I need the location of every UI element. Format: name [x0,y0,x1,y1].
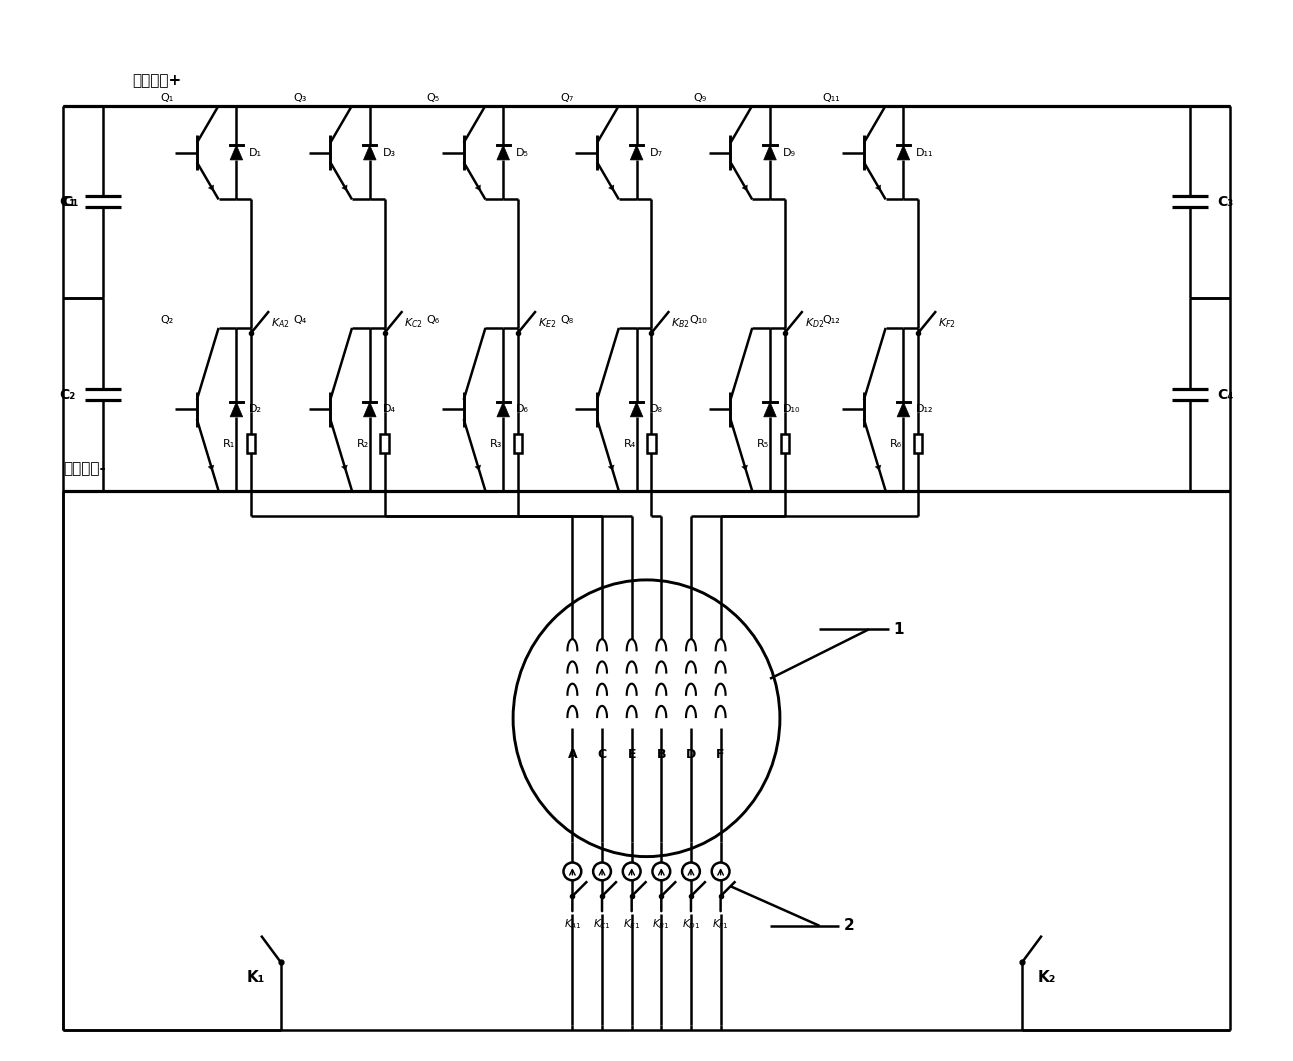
Polygon shape [341,185,347,191]
Text: D₃: D₃ [383,147,396,157]
Text: Q₁₁: Q₁₁ [822,92,840,103]
Text: $K_{A2}$: $K_{A2}$ [272,316,290,330]
Polygon shape [897,402,910,417]
Polygon shape [609,185,614,191]
Bar [247,434,256,453]
Text: C₂: C₂ [59,387,75,402]
Text: K₁: K₁ [247,970,265,986]
Text: D₂: D₂ [250,404,262,415]
Polygon shape [742,185,747,191]
Text: Q₁₀: Q₁₀ [689,315,707,325]
Text: R₄: R₄ [623,438,636,449]
Polygon shape [497,145,509,160]
Polygon shape [341,465,348,470]
Polygon shape [208,465,215,470]
Text: R₆: R₆ [891,438,903,449]
Text: $K_{B2}$: $K_{B2}$ [671,316,690,330]
Text: Q₈: Q₈ [560,315,573,325]
Text: K₂: K₂ [1037,970,1056,986]
Polygon shape [475,185,481,191]
Text: $K_{C1}$: $K_{C1}$ [593,917,612,930]
Text: Q₄: Q₄ [294,315,306,325]
Text: $K_{B1}$: $K_{B1}$ [653,917,670,930]
Text: D: D [685,748,696,761]
Text: C₁: C₁ [59,195,75,209]
Text: $K_{D1}$: $K_{D1}$ [681,917,700,930]
Polygon shape [897,145,910,160]
Text: F: F [716,748,725,761]
Bar [648,434,656,453]
Text: $K_{F1}$: $K_{F1}$ [712,917,729,930]
Text: $K_{F2}$: $K_{F2}$ [937,316,956,330]
Polygon shape [630,402,643,417]
Text: D₅: D₅ [516,147,529,157]
Text: D₉: D₉ [782,147,796,157]
Text: C₃: C₃ [1218,195,1234,209]
Text: C₄: C₄ [1218,387,1234,402]
Polygon shape [363,402,376,417]
Polygon shape [230,145,243,160]
Polygon shape [630,145,643,160]
Text: D₆: D₆ [516,404,529,415]
Bar [380,434,389,453]
Text: Q₉: Q₉ [693,92,707,103]
Bar [781,434,789,453]
Text: D₁: D₁ [250,147,262,157]
Polygon shape [608,465,614,470]
Polygon shape [875,185,881,191]
Text: R₅: R₅ [756,438,769,449]
Polygon shape [208,185,213,191]
Bar [914,434,922,453]
Text: $K_{C2}$: $K_{C2}$ [405,316,423,330]
Text: Q₆: Q₆ [427,315,440,325]
Text: 1: 1 [893,622,904,637]
Text: 直流母线+: 直流母线+ [133,73,182,88]
Text: D₄: D₄ [383,404,396,415]
Text: D₁₁: D₁₁ [917,147,934,157]
Polygon shape [363,145,376,160]
Text: C: C [597,748,606,761]
Text: R₃: R₃ [490,438,502,449]
Polygon shape [742,465,747,470]
Text: Q₃: Q₃ [294,92,306,103]
Polygon shape [875,465,881,470]
Text: A: A [568,748,577,761]
Text: $K_{A1}$: $K_{A1}$ [564,917,582,930]
Text: B: B [657,748,666,761]
Polygon shape [764,145,776,160]
Text: D₇: D₇ [649,147,662,157]
Polygon shape [764,402,776,417]
Text: Q₁₂: Q₁₂ [822,315,840,325]
Text: $K_{E1}$: $K_{E1}$ [623,917,640,930]
Text: $K_{D2}$: $K_{D2}$ [804,316,824,330]
Text: Q₇: Q₇ [560,92,573,103]
Text: E: E [627,748,636,761]
Bar [513,434,522,453]
Text: C₁: C₁ [62,195,79,209]
Text: D₁₂: D₁₂ [917,404,934,415]
Text: 直流母线-: 直流母线- [63,462,106,476]
Polygon shape [475,465,481,470]
Text: Q₁: Q₁ [160,92,173,103]
Polygon shape [497,402,509,417]
Text: Q₂: Q₂ [160,315,173,325]
Text: R₁: R₁ [224,438,235,449]
Text: R₂: R₂ [357,438,369,449]
Text: 2: 2 [844,918,855,934]
Text: D₁₀: D₁₀ [782,404,800,415]
Polygon shape [230,402,243,417]
Text: $K_{E2}$: $K_{E2}$ [538,316,556,330]
Text: Q₅: Q₅ [427,92,440,103]
Text: D₈: D₈ [649,404,662,415]
